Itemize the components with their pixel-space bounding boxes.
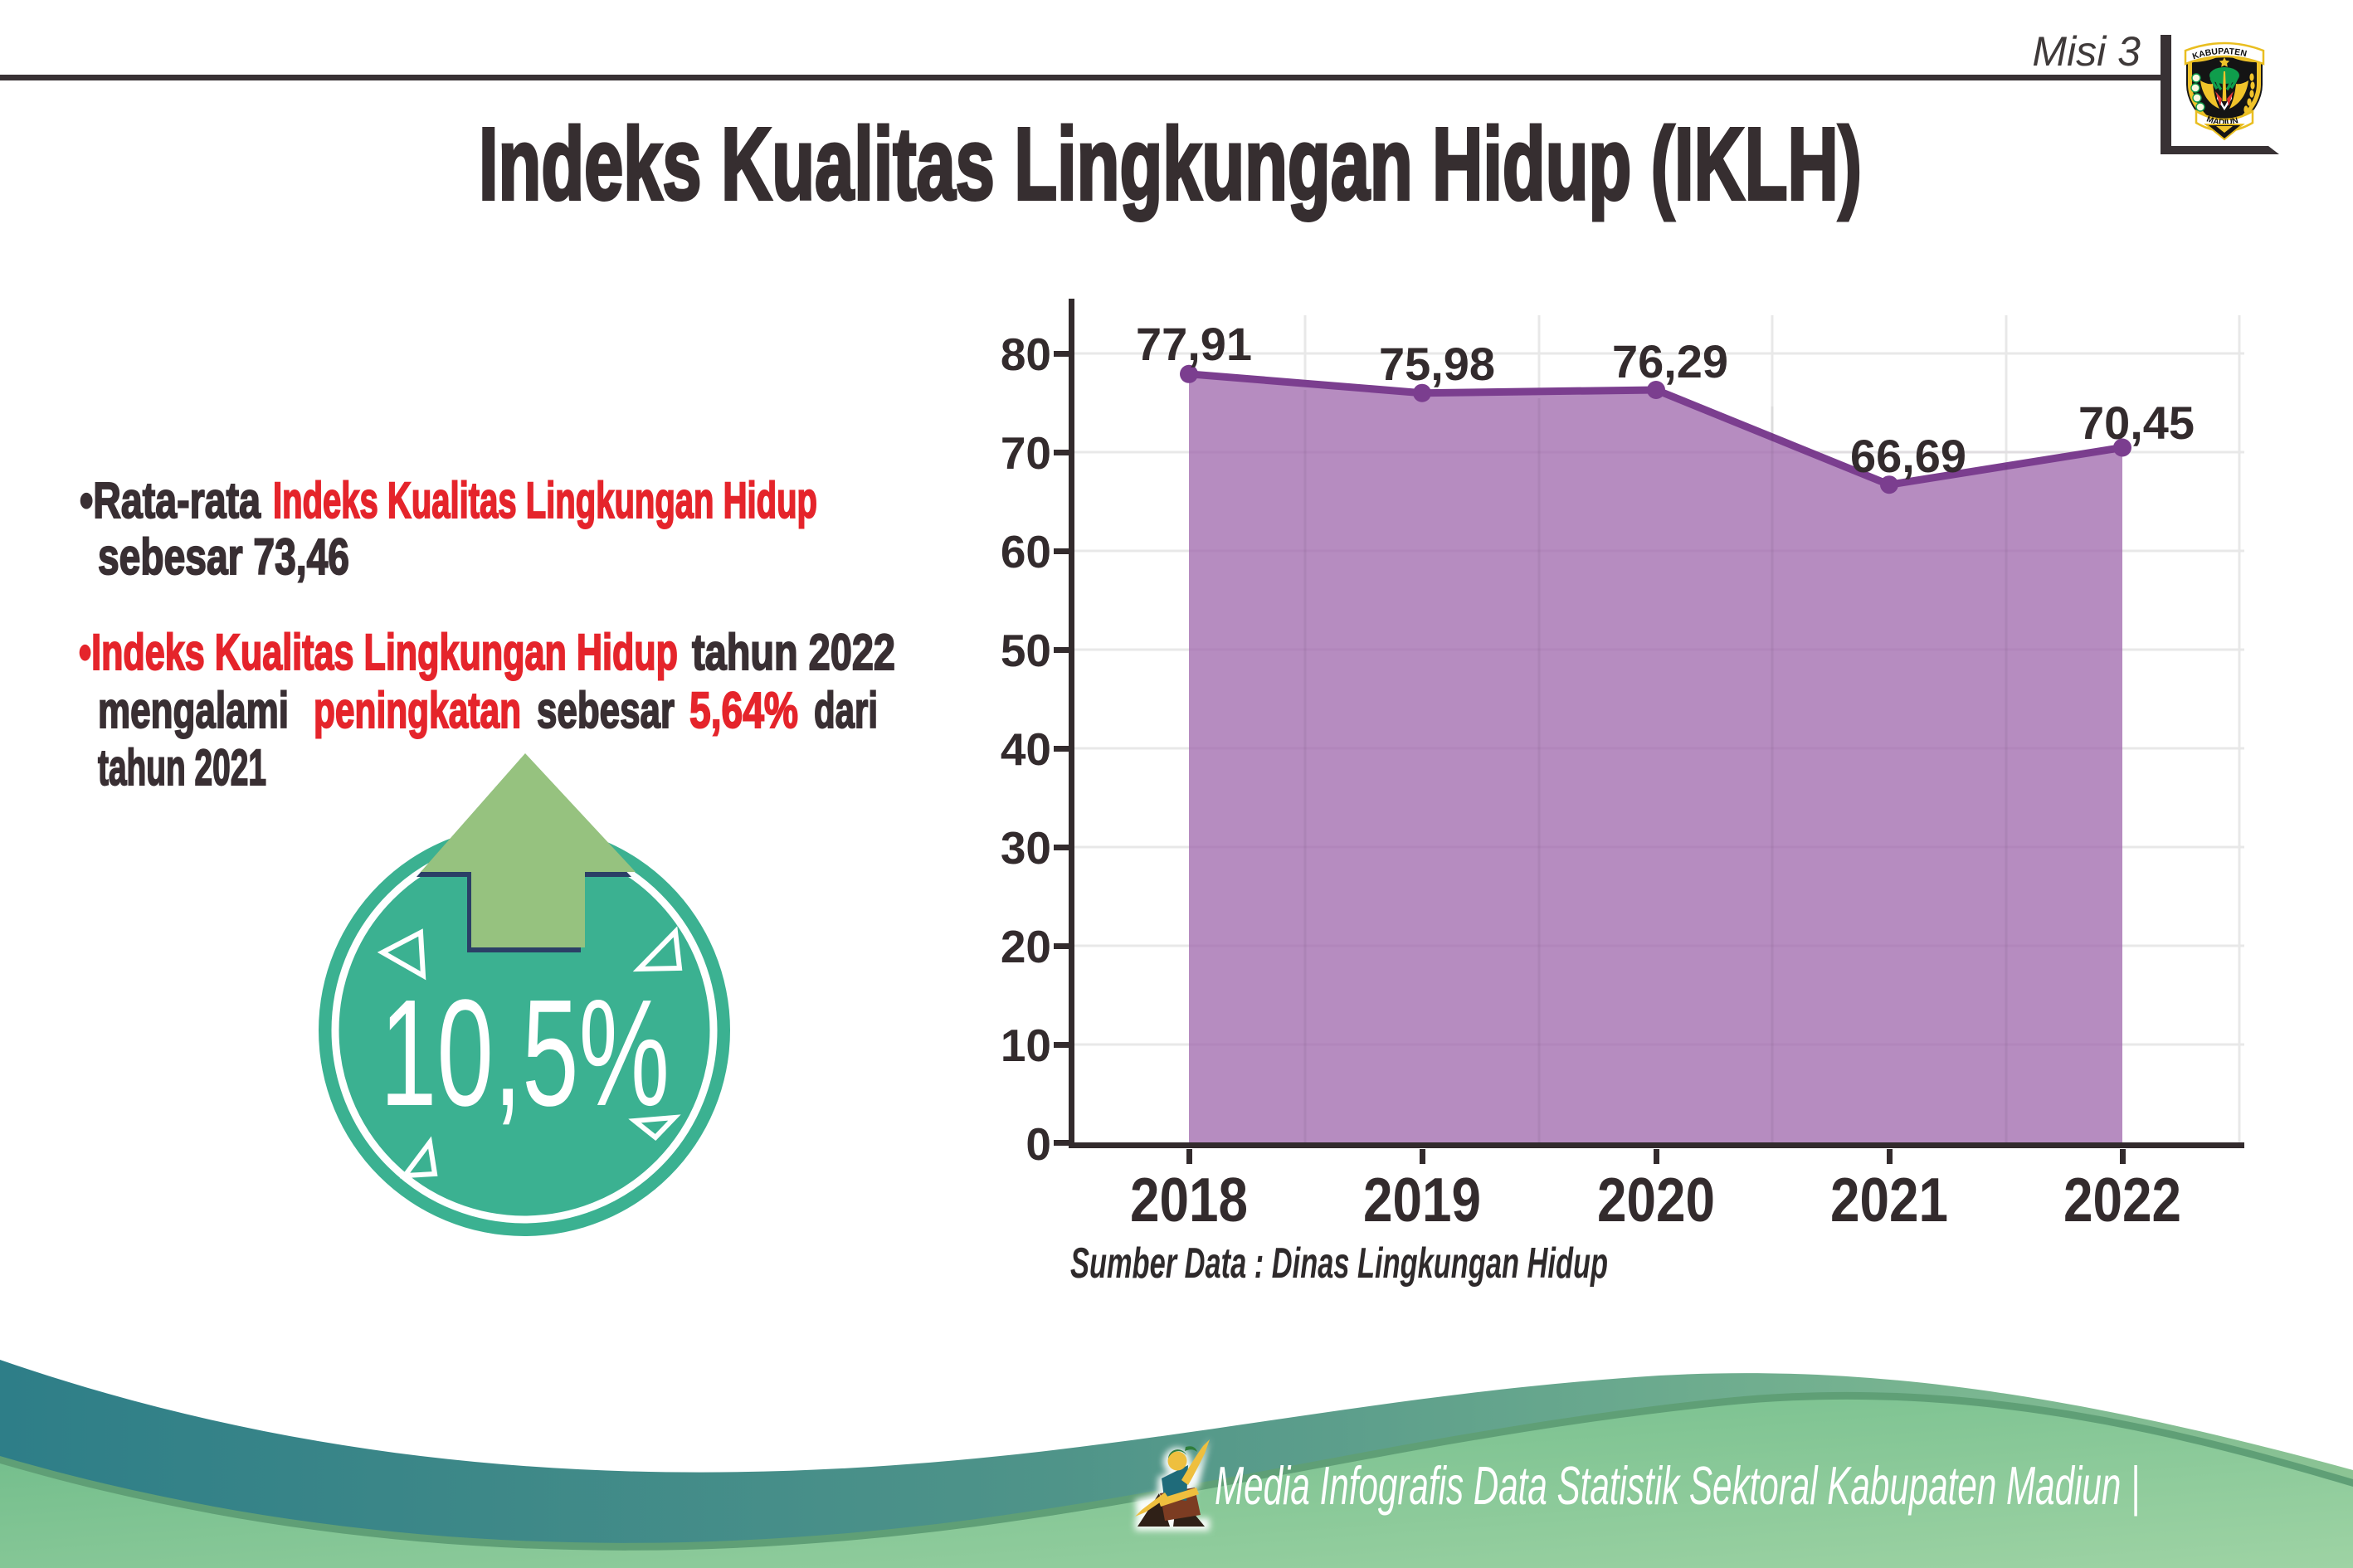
svg-text:10: 10 (1001, 1020, 1051, 1071)
svg-text:40: 40 (1001, 723, 1051, 775)
svg-text:77,91: 77,91 (1136, 318, 1252, 370)
svg-text:70,45: 70,45 (2078, 397, 2195, 449)
svg-text:2021: 2021 (1830, 1165, 1948, 1234)
svg-text:2020: 2020 (1597, 1165, 1715, 1234)
svg-text:75,98: 75,98 (1379, 338, 1495, 390)
svg-text:Indeks Kualitas Lingkungan Hid: Indeks Kualitas Lingkungan Hidup (273, 472, 817, 528)
svg-text:30: 30 (1001, 822, 1051, 874)
svg-text:•Indeks Kualitas Lingkungan Hi: •Indeks Kualitas Lingkungan Hidup (79, 624, 678, 680)
svg-text:Media Infografis Data Statisti: Media Infografis Data Statistik Sektoral… (1215, 1455, 2140, 1517)
svg-text:66,69: 66,69 (1850, 430, 1966, 482)
svg-text:70: 70 (1001, 427, 1051, 479)
svg-text:•Rata-rata: •Rata-rata (80, 472, 261, 528)
svg-text:5,64%: 5,64% (689, 682, 798, 738)
svg-text:2019: 2019 (1363, 1165, 1481, 1234)
svg-text:peningkatan: peningkatan (314, 682, 521, 738)
svg-text:tahun 2021: tahun 2021 (98, 739, 266, 796)
svg-text:60: 60 (1001, 526, 1051, 577)
svg-text:0: 0 (1025, 1118, 1051, 1170)
svg-text:Indeks Kualitas Lingkungan Hid: Indeks Kualitas Lingkungan Hidup (IKLH) (479, 108, 1862, 222)
svg-text:Sumber Data : Dinas Lingkungan: Sumber Data : Dinas Lingkungan Hidup (1070, 1239, 1608, 1288)
svg-text:2022: 2022 (2063, 1165, 2181, 1234)
svg-text:sebesar: sebesar (537, 682, 675, 738)
svg-text:76,29: 76,29 (1612, 335, 1728, 387)
svg-text:20: 20 (1001, 921, 1051, 972)
svg-text:50: 50 (1001, 625, 1051, 676)
svg-text:dari: dari (814, 682, 878, 738)
svg-text:sebesar 73,46: sebesar 73,46 (98, 528, 349, 585)
svg-text:Misi 3: Misi 3 (2032, 28, 2141, 75)
svg-text:mengalami: mengalami (98, 682, 289, 738)
svg-text:2018: 2018 (1130, 1165, 1248, 1234)
svg-text:10,5%: 10,5% (380, 967, 670, 1137)
svg-text:80: 80 (1001, 329, 1051, 380)
svg-text:tahun 2022: tahun 2022 (692, 624, 895, 680)
